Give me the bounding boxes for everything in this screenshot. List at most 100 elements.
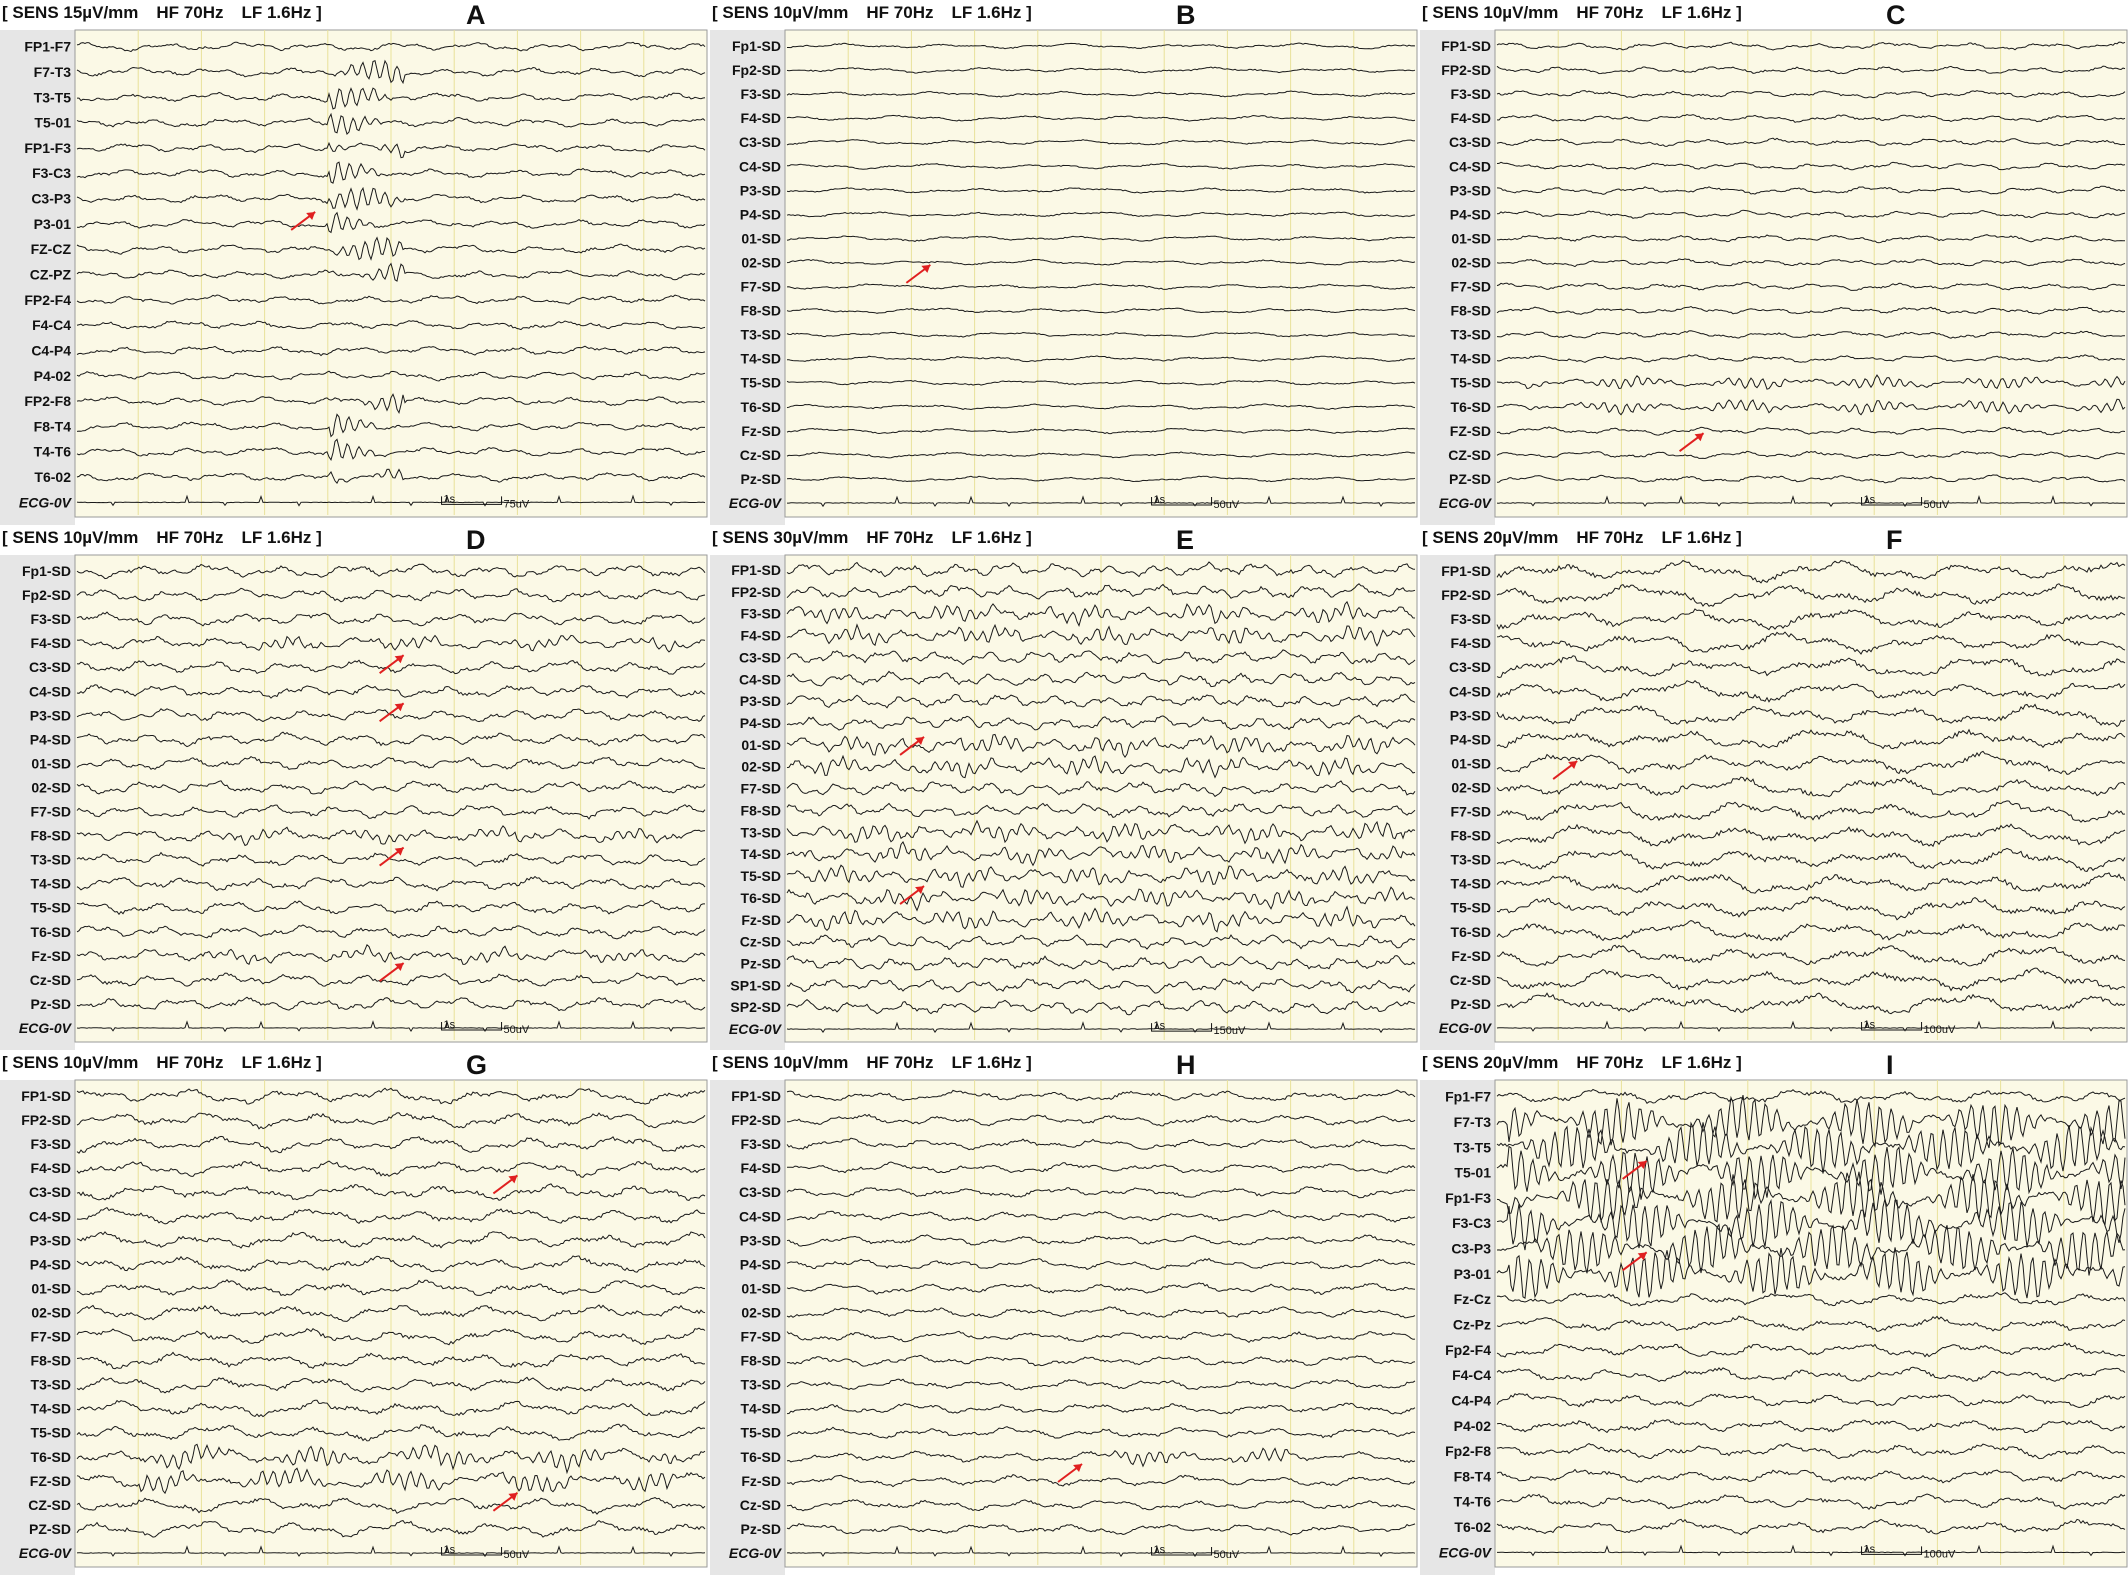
panel-letter: D: [466, 525, 486, 555]
channel-label: F8-SD: [741, 802, 781, 818]
channel-label: P4-02: [34, 368, 72, 384]
channel-label: Fp2-F8: [1445, 1443, 1491, 1459]
eeg-trace: [76, 1443, 706, 1475]
calibration-bar: [1151, 1546, 1213, 1556]
eeg-trace: [786, 649, 1416, 666]
annotation-arrow: [899, 885, 925, 905]
channel-label: C4-SD: [29, 683, 71, 699]
channel-label: F4-SD: [31, 635, 71, 651]
channel-label: Fp1-F7: [1445, 1089, 1491, 1105]
eeg-panel-f: FP1-SD FP2-SD F3-SD F4-SD C3-SD C4-SD P3-SD P4-…: [1420, 525, 2128, 1050]
setting-hf: HF 70Hz: [866, 3, 934, 22]
channel-label: 01-SD: [31, 1280, 71, 1296]
eeg-trace: [76, 1545, 706, 1558]
eeg-trace: [1496, 1198, 2126, 1251]
eeg-trace: [76, 59, 706, 85]
eeg-trace: [1496, 1094, 2126, 1149]
annotation-arrow: [492, 1492, 519, 1512]
eeg-trace: [76, 41, 706, 53]
channel-label: 02-SD: [1451, 254, 1491, 270]
eeg-trace: [76, 161, 706, 184]
eeg-trace: [1496, 1223, 2126, 1276]
eeg-trace: [1496, 1088, 2126, 1105]
eeg-trace: [1496, 800, 2126, 823]
eeg-trace: [786, 905, 1416, 933]
channel-label: T6-SD: [741, 1449, 781, 1465]
scale-time-label: 1s: [444, 493, 456, 505]
channel-label: Cz-SD: [740, 447, 781, 463]
channel-label: T6-SD: [31, 924, 71, 940]
channel-label: 02-SD: [1451, 779, 1491, 795]
channel-label: Fz-Cz: [1454, 1291, 1491, 1307]
eeg-trace: [1496, 750, 2126, 775]
setting-sens: [ SENS 30µV/mm: [712, 528, 849, 547]
eeg-trace: [786, 427, 1416, 435]
eeg-trace: [1496, 967, 2126, 992]
eeg-trace: [786, 475, 1416, 483]
channel-label: 02-SD: [741, 759, 781, 775]
eeg-trace: [1496, 1145, 2126, 1201]
eeg-trace-area: FP1-SD FP2-SD F3-SD F4-SD C3-SD C4-SD P3-SD P4-…: [710, 1079, 1418, 1575]
eeg-trace: [76, 1087, 706, 1105]
eeg-trace: [76, 1135, 706, 1154]
eeg-trace: [786, 1234, 1416, 1247]
eeg-trace: [77, 87, 706, 110]
channel-label: T3-SD: [741, 327, 781, 343]
eeg-trace: [76, 1467, 706, 1495]
scale-time-label: 1s: [1154, 494, 1166, 506]
channel-label: FP2-F8: [24, 393, 71, 409]
channel-label: FZ-CZ: [31, 241, 72, 257]
setting-lf: LF 1.6Hz ]: [241, 3, 322, 22]
setting-hf: HF 70Hz: [1576, 528, 1644, 547]
setting-sens: [ SENS 10µV/mm: [712, 3, 849, 22]
eeg-trace: [786, 283, 1416, 290]
channel-label: F3-SD: [31, 1136, 71, 1152]
eeg-trace: [786, 211, 1416, 218]
calibration-bar: [1151, 496, 1213, 506]
scale-time-label: 1s: [1864, 494, 1876, 506]
eeg-trace: [1496, 1468, 2126, 1484]
eeg-trace: [1496, 823, 2126, 848]
channel-label: P3-SD: [1450, 182, 1491, 198]
eeg-trace: [786, 1021, 1416, 1034]
eeg-trace: [1496, 1366, 2126, 1383]
calibration-bar: [1861, 496, 1923, 506]
eeg-trace: [76, 1231, 706, 1249]
channel-label: C3-P3: [1451, 1241, 1491, 1257]
channel-label: Cz-SD: [30, 972, 71, 988]
channel-label: Fz-SD: [741, 1473, 781, 1489]
channel-label: F8-SD: [31, 1353, 71, 1369]
eeg-trace: [1497, 1544, 2126, 1557]
eeg-trace: [1496, 305, 2126, 315]
eeg-trace: [76, 563, 706, 580]
eeg-trace: [76, 875, 706, 892]
setting-lf: LF 1.6Hz ]: [951, 1053, 1032, 1072]
eeg-trace: [76, 438, 705, 461]
channel-label: T4-T6: [1454, 1494, 1492, 1510]
eeg-trace: [786, 1257, 1416, 1271]
channel-label: C3-SD: [739, 649, 781, 665]
channel-label: F7-T3: [1454, 1114, 1492, 1130]
channel-label: F8-SD: [1451, 303, 1491, 319]
eeg-trace: [76, 262, 706, 282]
channel-label: T5-SD: [741, 375, 781, 391]
eeg-trace-area: FP1-F7 F7-T3 T3-T5 T5-01 FP1-F3 F3-C3 C3-P3 P3-…: [0, 29, 708, 525]
eeg-trace: [786, 451, 1416, 459]
calibration-bar: [441, 496, 503, 505]
eeg-trace: [76, 494, 706, 507]
panel-settings-header: [ SENS 10µV/mm HF 70Hz LF 1.6Hz ]: [2, 1053, 340, 1073]
eeg-trace: [76, 211, 706, 234]
eeg-trace: [76, 1020, 705, 1033]
setting-lf: LF 1.6Hz ]: [1661, 528, 1742, 547]
eeg-trace: [786, 886, 1416, 912]
eeg-trace: [786, 733, 1416, 758]
channel-label: 02-SD: [741, 1304, 781, 1320]
channel-label: Pz-SD: [1451, 996, 1491, 1012]
channel-label: FZ-SD: [30, 1473, 71, 1489]
eeg-trace: [1496, 847, 2126, 872]
panel-settings-header: [ SENS 20µV/mm HF 70Hz LF 1.6Hz ]: [1422, 528, 1760, 548]
channel-label: P4-SD: [740, 1256, 781, 1272]
channel-label: P4-SD: [1450, 206, 1491, 222]
channel-label: C4-SD: [739, 671, 781, 687]
channel-label: CZ-SD: [1448, 447, 1491, 463]
